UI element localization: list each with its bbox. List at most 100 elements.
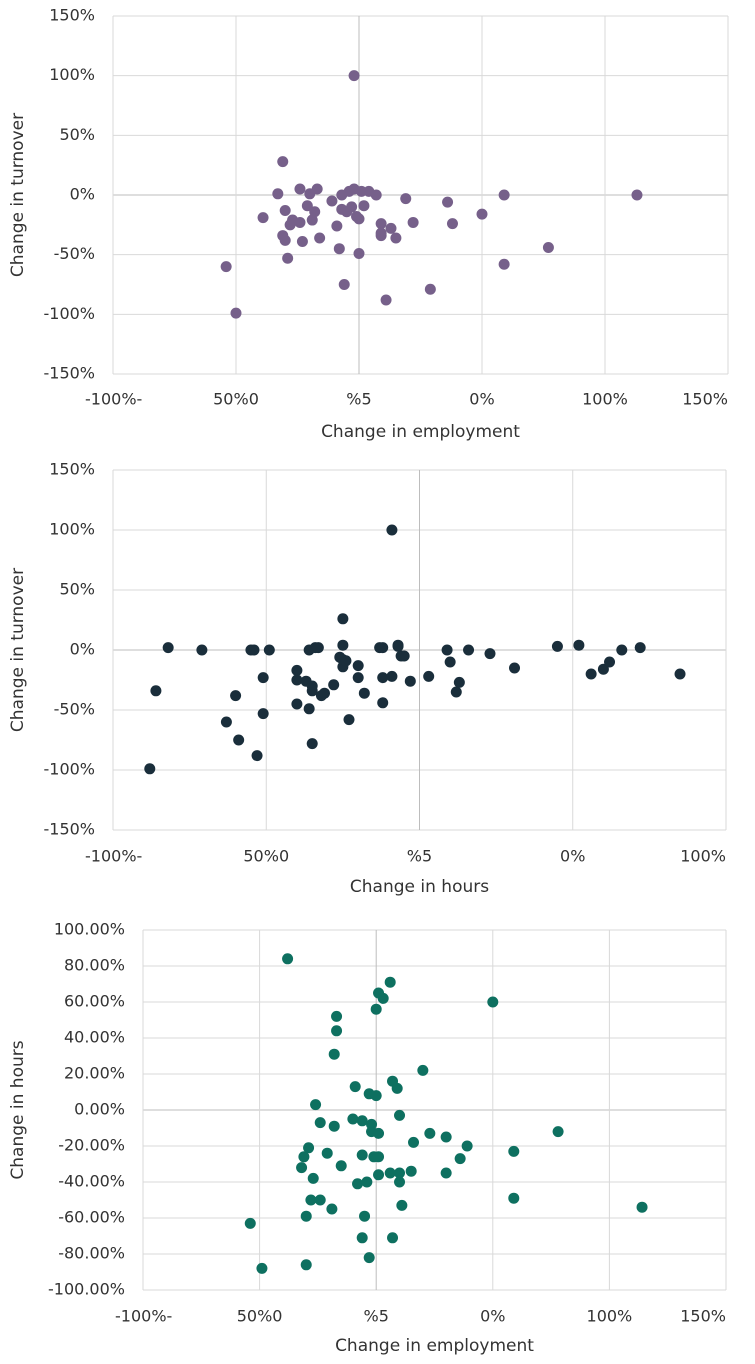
- scatter-point: [356, 1232, 368, 1244]
- scatter-point: [366, 1118, 378, 1130]
- scatter-point: [353, 213, 365, 225]
- scatter-point: [300, 1210, 312, 1222]
- scatter-point: [294, 183, 306, 195]
- scatter-point: [377, 672, 389, 684]
- scatter-point: [509, 662, 521, 674]
- scatter-point: [461, 1140, 473, 1152]
- scatter-point: [347, 1113, 359, 1125]
- scatter-point: [306, 214, 318, 226]
- scatter-point: [337, 613, 349, 625]
- scatter-point: [335, 1160, 347, 1172]
- x-tick-label: 150%: [682, 390, 728, 409]
- scatter-point: [551, 640, 563, 652]
- scatter-point: [277, 156, 289, 168]
- scatter-point: [636, 1201, 648, 1213]
- scatter-point: [303, 1142, 315, 1154]
- scatter-point: [394, 1176, 406, 1188]
- scatter-point: [400, 193, 412, 205]
- scatter-point: [604, 656, 616, 668]
- scatter-point: [251, 750, 263, 762]
- y-tick-label: -20.00%: [58, 1136, 125, 1155]
- x-tick-label: 100%: [587, 1307, 633, 1326]
- scatter-point: [346, 201, 358, 213]
- scatter-point: [233, 734, 245, 746]
- y-tick-label: -60.00%: [58, 1208, 125, 1227]
- scatter-point: [542, 242, 554, 254]
- y-tick-label: 150%: [49, 460, 95, 479]
- x-tick-label: 150%: [680, 1307, 726, 1326]
- scatter-point: [394, 1167, 406, 1179]
- scatter-point: [408, 1136, 420, 1148]
- scatter-point: [441, 644, 453, 656]
- scatter-point: [291, 698, 303, 710]
- y-tick-label: 100%: [49, 520, 95, 539]
- y-axis-title: Change in turnover: [8, 568, 28, 732]
- scatter-point: [370, 1003, 382, 1015]
- scatter-point: [294, 216, 306, 228]
- scatter-point: [616, 644, 628, 656]
- scatter-point: [634, 642, 646, 654]
- scatter-point: [390, 232, 402, 244]
- scatter-point: [396, 1199, 408, 1211]
- scatter-point: [450, 686, 462, 698]
- y-tick-label: 80.00%: [64, 956, 125, 975]
- y-tick-label: 0.00%: [74, 1100, 125, 1119]
- y-tick-label: 60.00%: [64, 992, 125, 1011]
- y-tick-label: -50%: [54, 700, 95, 719]
- scatter-point: [338, 279, 350, 290]
- scatter-point: [453, 676, 465, 688]
- scatter-point: [196, 644, 208, 656]
- scatter-point: [291, 674, 303, 686]
- scatter-point: [331, 1010, 343, 1022]
- scatter-point: [257, 672, 269, 684]
- x-tick-label: 100%: [582, 390, 628, 409]
- scatter-point: [352, 660, 364, 672]
- scatter-point: [340, 655, 352, 667]
- scatter-point: [398, 650, 410, 662]
- y-tick-label: -100%: [43, 760, 95, 779]
- y-tick-label: 50%: [59, 125, 95, 144]
- scatter-point: [377, 642, 389, 654]
- scatter-chart: -100.00% -80.00% -60.00% -40.00% -20.00% 0.00…: [8, 920, 727, 1356]
- scatter-point: [305, 1194, 317, 1206]
- scatter-point: [291, 664, 303, 676]
- scatter-point: [405, 1165, 417, 1177]
- y-tick-label: 100%: [49, 65, 95, 84]
- scatter-point: [326, 195, 338, 207]
- scatter-point: [423, 670, 435, 682]
- scatter-point: [597, 663, 609, 675]
- scatter-point: [487, 996, 499, 1008]
- scatter-point: [310, 1099, 322, 1111]
- scatter-point: [375, 227, 387, 239]
- scatter-point: [256, 1262, 268, 1274]
- scatter-point: [373, 1169, 385, 1181]
- scatter-point: [454, 1153, 466, 1165]
- scatter-point: [220, 716, 232, 728]
- x-axis-title: Change in employment: [335, 1336, 534, 1356]
- y-tick-label: -40.00%: [58, 1172, 125, 1191]
- scatter-point: [257, 212, 269, 224]
- x-tick-label: %5: [407, 847, 432, 866]
- scatter-point: [314, 1194, 326, 1206]
- scatter-point: [328, 679, 340, 691]
- scatter-point: [370, 1090, 382, 1102]
- scatter-point: [279, 234, 291, 246]
- y-tick-label: 0%: [70, 185, 95, 204]
- scatter-point: [384, 976, 396, 988]
- scatter-point: [220, 261, 232, 273]
- y-axis-title: Change in turnover: [8, 113, 28, 277]
- scatter-point: [484, 648, 496, 660]
- scatter-point: [386, 670, 398, 682]
- scatter-point: [424, 283, 436, 295]
- scatter-point: [674, 668, 686, 680]
- scatter-point: [150, 685, 162, 697]
- y-tick-label: -150%: [43, 364, 95, 383]
- scatter-point: [352, 672, 364, 684]
- x-tick-label: -100%-: [85, 390, 142, 409]
- scatter-point: [358, 687, 370, 699]
- x-tick-label: -100%-: [115, 1307, 172, 1326]
- scatter-point: [333, 243, 345, 255]
- scatter-point: [424, 1127, 436, 1139]
- scatter-point: [573, 639, 585, 651]
- scatter-point: [391, 1082, 403, 1094]
